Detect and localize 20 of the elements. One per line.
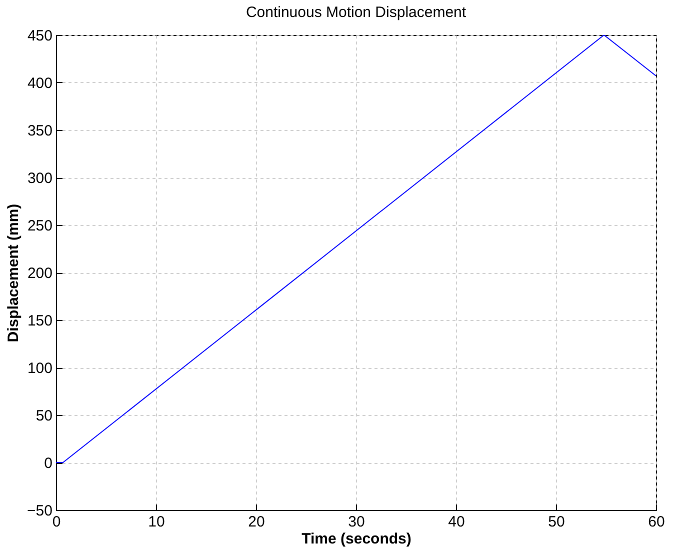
y-tick-label: 450 bbox=[27, 28, 52, 44]
y-tick-label: 350 bbox=[27, 122, 52, 140]
y-tick-label: 300 bbox=[27, 170, 52, 187]
y-tick-label: 400 bbox=[27, 75, 52, 92]
x-tick-label: 60 bbox=[648, 514, 665, 530]
x-tick-label: 10 bbox=[148, 514, 165, 530]
y-tick-label: 250 bbox=[27, 218, 52, 234]
y-tick-label: 100 bbox=[27, 360, 52, 377]
y-tick-label: 150 bbox=[27, 312, 52, 330]
x-tick-label: 20 bbox=[248, 514, 265, 530]
chart-title: Continuous Motion Displacement bbox=[246, 4, 467, 21]
y-tick-label: −50 bbox=[27, 502, 52, 520]
y-tick-label: 0 bbox=[44, 455, 52, 472]
x-tick-label: 40 bbox=[448, 514, 465, 530]
x-axis-title: Time (seconds) bbox=[302, 530, 412, 548]
y-tick-label: 200 bbox=[27, 265, 52, 282]
y-axis-title: Displacement (mm) bbox=[5, 204, 22, 342]
x-tick-label: 30 bbox=[348, 514, 365, 530]
y-tick-label: 50 bbox=[36, 408, 52, 424]
x-tick-label: 50 bbox=[548, 514, 565, 530]
